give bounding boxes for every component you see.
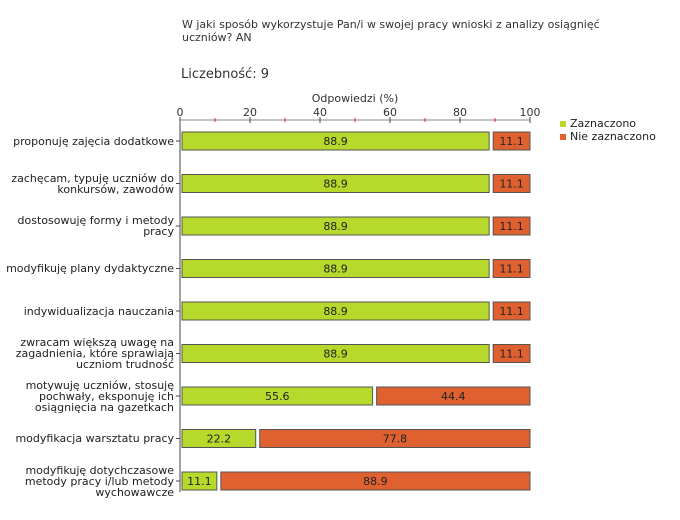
category-label: proponuję zajęcia dodatkowe (13, 134, 174, 148)
bar-not-selected (492, 131, 531, 151)
category-label: dostosowuję formy i metody pracy (17, 214, 174, 238)
sample-size: Liczebność: 9 (181, 67, 269, 82)
bar-selected (181, 471, 218, 491)
bar-not-selected (492, 216, 531, 236)
bar-value-label: 55.6 (265, 390, 290, 403)
bar-value-label: 11.1 (499, 135, 524, 148)
legend-item-not-selected: Nie zaznaczono (560, 130, 656, 143)
legend-label-not-selected: Nie zaznaczono (570, 130, 656, 143)
bar-not-selected (376, 386, 531, 406)
bar-selected (181, 216, 490, 236)
bar-selected (181, 344, 490, 363)
count-value: 9 (260, 67, 269, 82)
chart-title: W jaki sposób wykorzystuje Pan/i w swoje… (182, 18, 600, 44)
legend-swatch-selected (560, 120, 566, 127)
category-label: indywidualizacja nauczania (23, 304, 174, 318)
x-tick-label: 60 (383, 106, 397, 119)
bar-value-label: 22.2 (207, 433, 232, 446)
x-tick-label: 80 (453, 106, 467, 119)
bar-value-label: 88.9 (323, 178, 348, 191)
bar-not-selected (259, 429, 531, 448)
category-label: zwracam większą uwagę na zagadnienia, kt… (15, 336, 174, 371)
x-axis-title: Odpowiedzi (%) (312, 92, 399, 105)
bar-value-label: 88.9 (323, 135, 348, 148)
category-label: motywuję uczniów, stosuję pochwały, eksp… (25, 378, 174, 414)
bar-value-label: 11.1 (499, 348, 524, 361)
bar-value-label: 88.9 (323, 348, 348, 361)
bar-value-label: 88.9 (323, 305, 348, 318)
bar-value-label: 11.1 (499, 178, 524, 191)
x-tick-label: 0 (177, 106, 184, 119)
count-label: Liczebność: (181, 67, 257, 82)
bar-selected (181, 174, 490, 193)
legend-item-selected: Zaznaczono (560, 117, 656, 130)
bar-value-label: 11.1 (499, 220, 524, 233)
bar-value-label: 11.1 (499, 263, 524, 276)
legend: Zaznaczono Nie zaznaczono (560, 117, 656, 143)
category-label: modyfikacja warsztatu pracy (15, 432, 174, 445)
bar-not-selected (492, 301, 531, 321)
bar-value-label: 77.8 (383, 433, 408, 446)
category-label: modyfikuję plany dydaktyczne (6, 262, 174, 275)
bar-selected (181, 259, 490, 278)
x-tick-label: 20 (243, 106, 257, 119)
bar-not-selected (492, 259, 531, 278)
legend-label-selected: Zaznaczono (570, 117, 637, 130)
bar-value-label: 88.9 (323, 263, 348, 276)
bar-selected (181, 386, 374, 406)
bar-value-label: 11.1 (499, 305, 524, 318)
category-label: modyfikuję dotychczasowe metody pracy i/… (24, 463, 174, 499)
bar-value-label: 88.9 (323, 220, 348, 233)
category-label: zachęcam, typuję uczniów do konkursów, z… (11, 171, 174, 196)
bar-not-selected (492, 344, 531, 363)
bar-not-selected (220, 471, 531, 491)
bar-value-label: 44.4 (441, 390, 466, 403)
bar-value-label: 11.1 (187, 475, 212, 488)
bar-selected (181, 301, 490, 321)
x-tick-label: 100 (520, 106, 541, 119)
bar-value-label: 88.9 (363, 475, 388, 488)
bar-selected (181, 429, 257, 448)
x-tick-label: 40 (313, 106, 327, 119)
legend-swatch-not-selected (560, 133, 566, 140)
bar-selected (181, 131, 490, 151)
bar-not-selected (492, 174, 531, 193)
